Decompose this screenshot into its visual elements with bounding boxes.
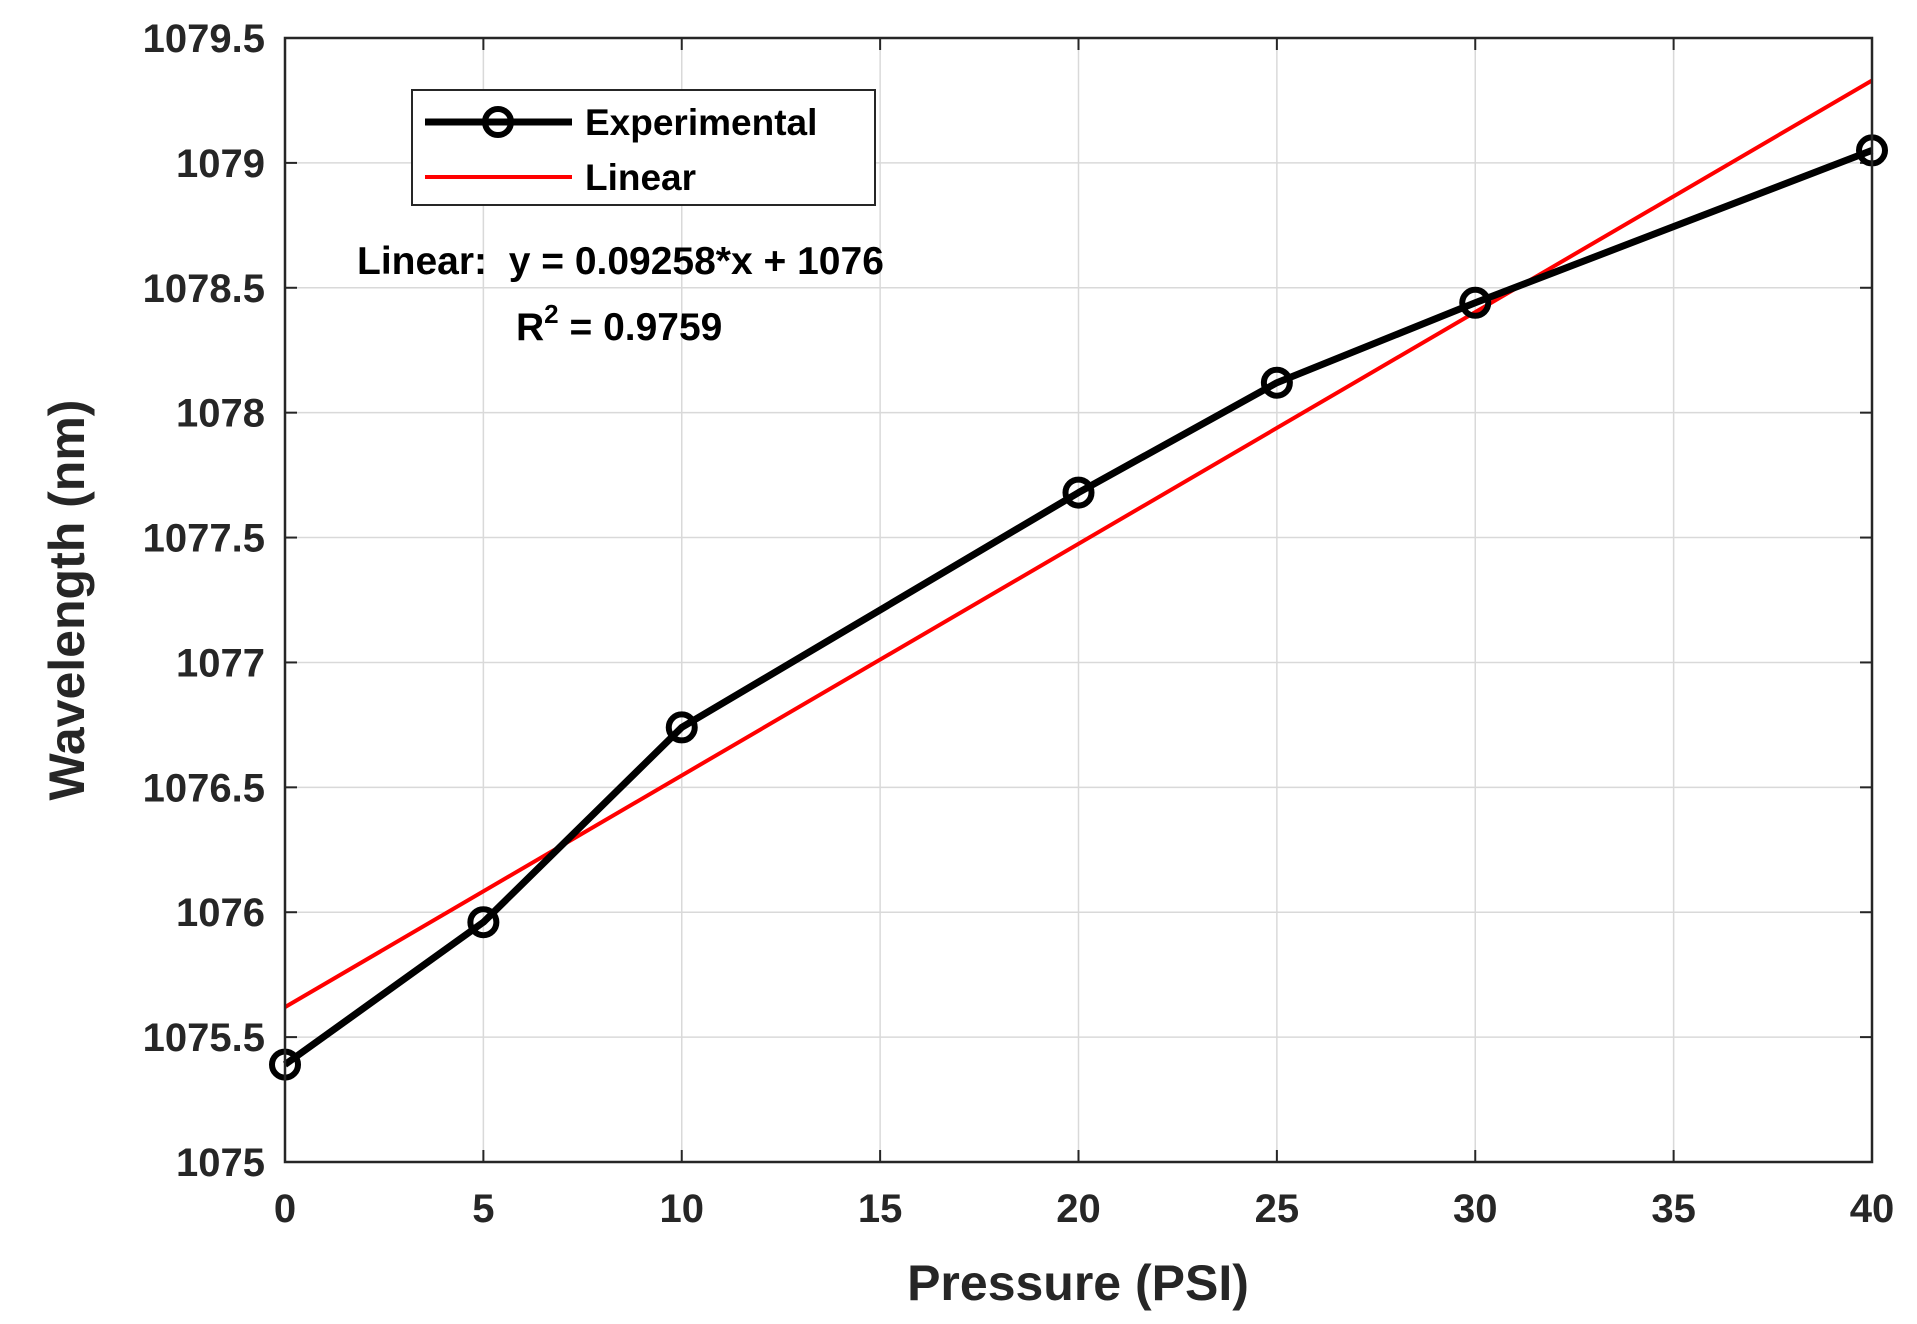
experimental-line [282,147,1874,1068]
y-tick-label: 1078 [176,392,265,436]
experimental-point [1260,366,1293,399]
y-tick-label: 1079 [176,142,265,186]
plot-frame [283,36,1874,1164]
legend: Experimental Linear [411,89,876,206]
y-tick-label: 1075.5 [143,1016,265,1060]
legend-linear-label: Linear [585,157,696,198]
r-squared-prefix: R [516,306,544,349]
y-tick-label: 1075 [176,1141,265,1185]
legend-experimental-marker [482,106,514,138]
legend-experimental-label: Experimental [585,102,817,143]
x-tick-labels: 0 5 10 15 20 25 30 35 40 [274,1187,1894,1231]
fit-equation: Linear: y = 0.09258*x + 1076 [357,240,884,283]
y-tick-label: 1078.5 [143,267,265,311]
experimental-point [1459,286,1492,319]
experimental-point [665,711,698,744]
x-tick-label: 20 [1056,1187,1101,1231]
x-tick-label: 10 [660,1187,705,1231]
x-axis-label: Pressure (PSI) [907,1255,1249,1311]
x-tick-label: 30 [1453,1187,1498,1231]
y-tick-label: 1077.5 [143,517,265,561]
r-squared-value: = 0.9759 [559,306,723,349]
x-tick-label: 35 [1651,1187,1696,1231]
legend-box [411,89,876,206]
y-tick-label: 1076.5 [143,766,265,810]
x-tick-label: 5 [472,1187,494,1231]
y-tick-label: 1077 [176,641,265,685]
r-squared: R2 = 0.9759 [516,299,722,349]
x-tick-label: 40 [1850,1187,1895,1231]
y-tick-label: 1076 [176,891,265,935]
y-tick-label: 1079.5 [143,17,265,61]
experimental-point [467,906,500,939]
y-axis-label: Wavelength (nm) [39,400,95,801]
y-tick-labels: 1075 1075.5 1076 1076.5 1077 1077.5 1078 1078.5… [143,17,265,1185]
r-squared-superscript: 2 [544,299,558,329]
experimental-point [1062,476,1095,509]
x-tick-label: 0 [274,1187,296,1231]
x-tick-label: 25 [1255,1187,1300,1231]
x-tick-label: 15 [858,1187,903,1231]
